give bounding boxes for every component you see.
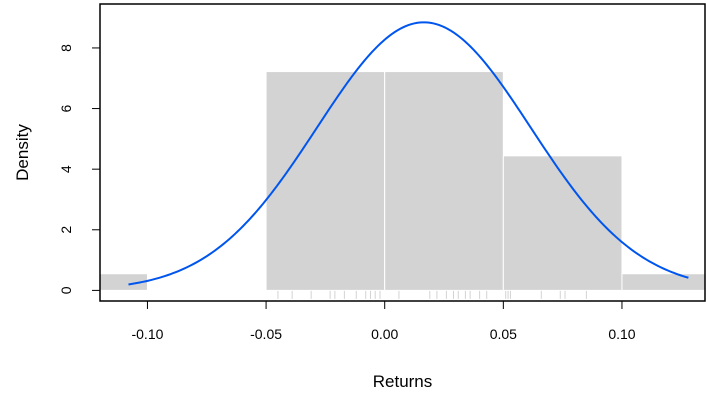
- x-axis: -0.10 -0.05 0.00 0.05 0.10: [131, 301, 636, 342]
- histogram-bar: [621, 273, 706, 291]
- y-axis: 0 2 4 6 8: [58, 44, 100, 294]
- y-tick-label: 6: [58, 104, 74, 112]
- plot-frame: [99, 3, 706, 302]
- histogram-bar: [384, 71, 504, 291]
- x-tick-label: -0.10: [131, 326, 163, 342]
- x-tick-label: 0.00: [371, 326, 398, 342]
- x-tick-label: 0.05: [490, 326, 517, 342]
- y-tick-label: 2: [58, 226, 74, 234]
- y-axis-title: Density: [13, 124, 32, 181]
- rug-marks: [277, 290, 587, 299]
- histogram-bar: [265, 71, 386, 291]
- y-tick-label: 0: [58, 286, 74, 294]
- y-tick-label: 8: [58, 44, 74, 52]
- y-tick-label: 4: [58, 165, 74, 173]
- density-curve: [128, 21, 689, 286]
- histogram-bars: [99, 71, 706, 291]
- x-axis-title: Returns: [373, 372, 433, 391]
- x-tick-label: 0.10: [608, 326, 635, 342]
- x-tick-label: -0.05: [250, 326, 282, 342]
